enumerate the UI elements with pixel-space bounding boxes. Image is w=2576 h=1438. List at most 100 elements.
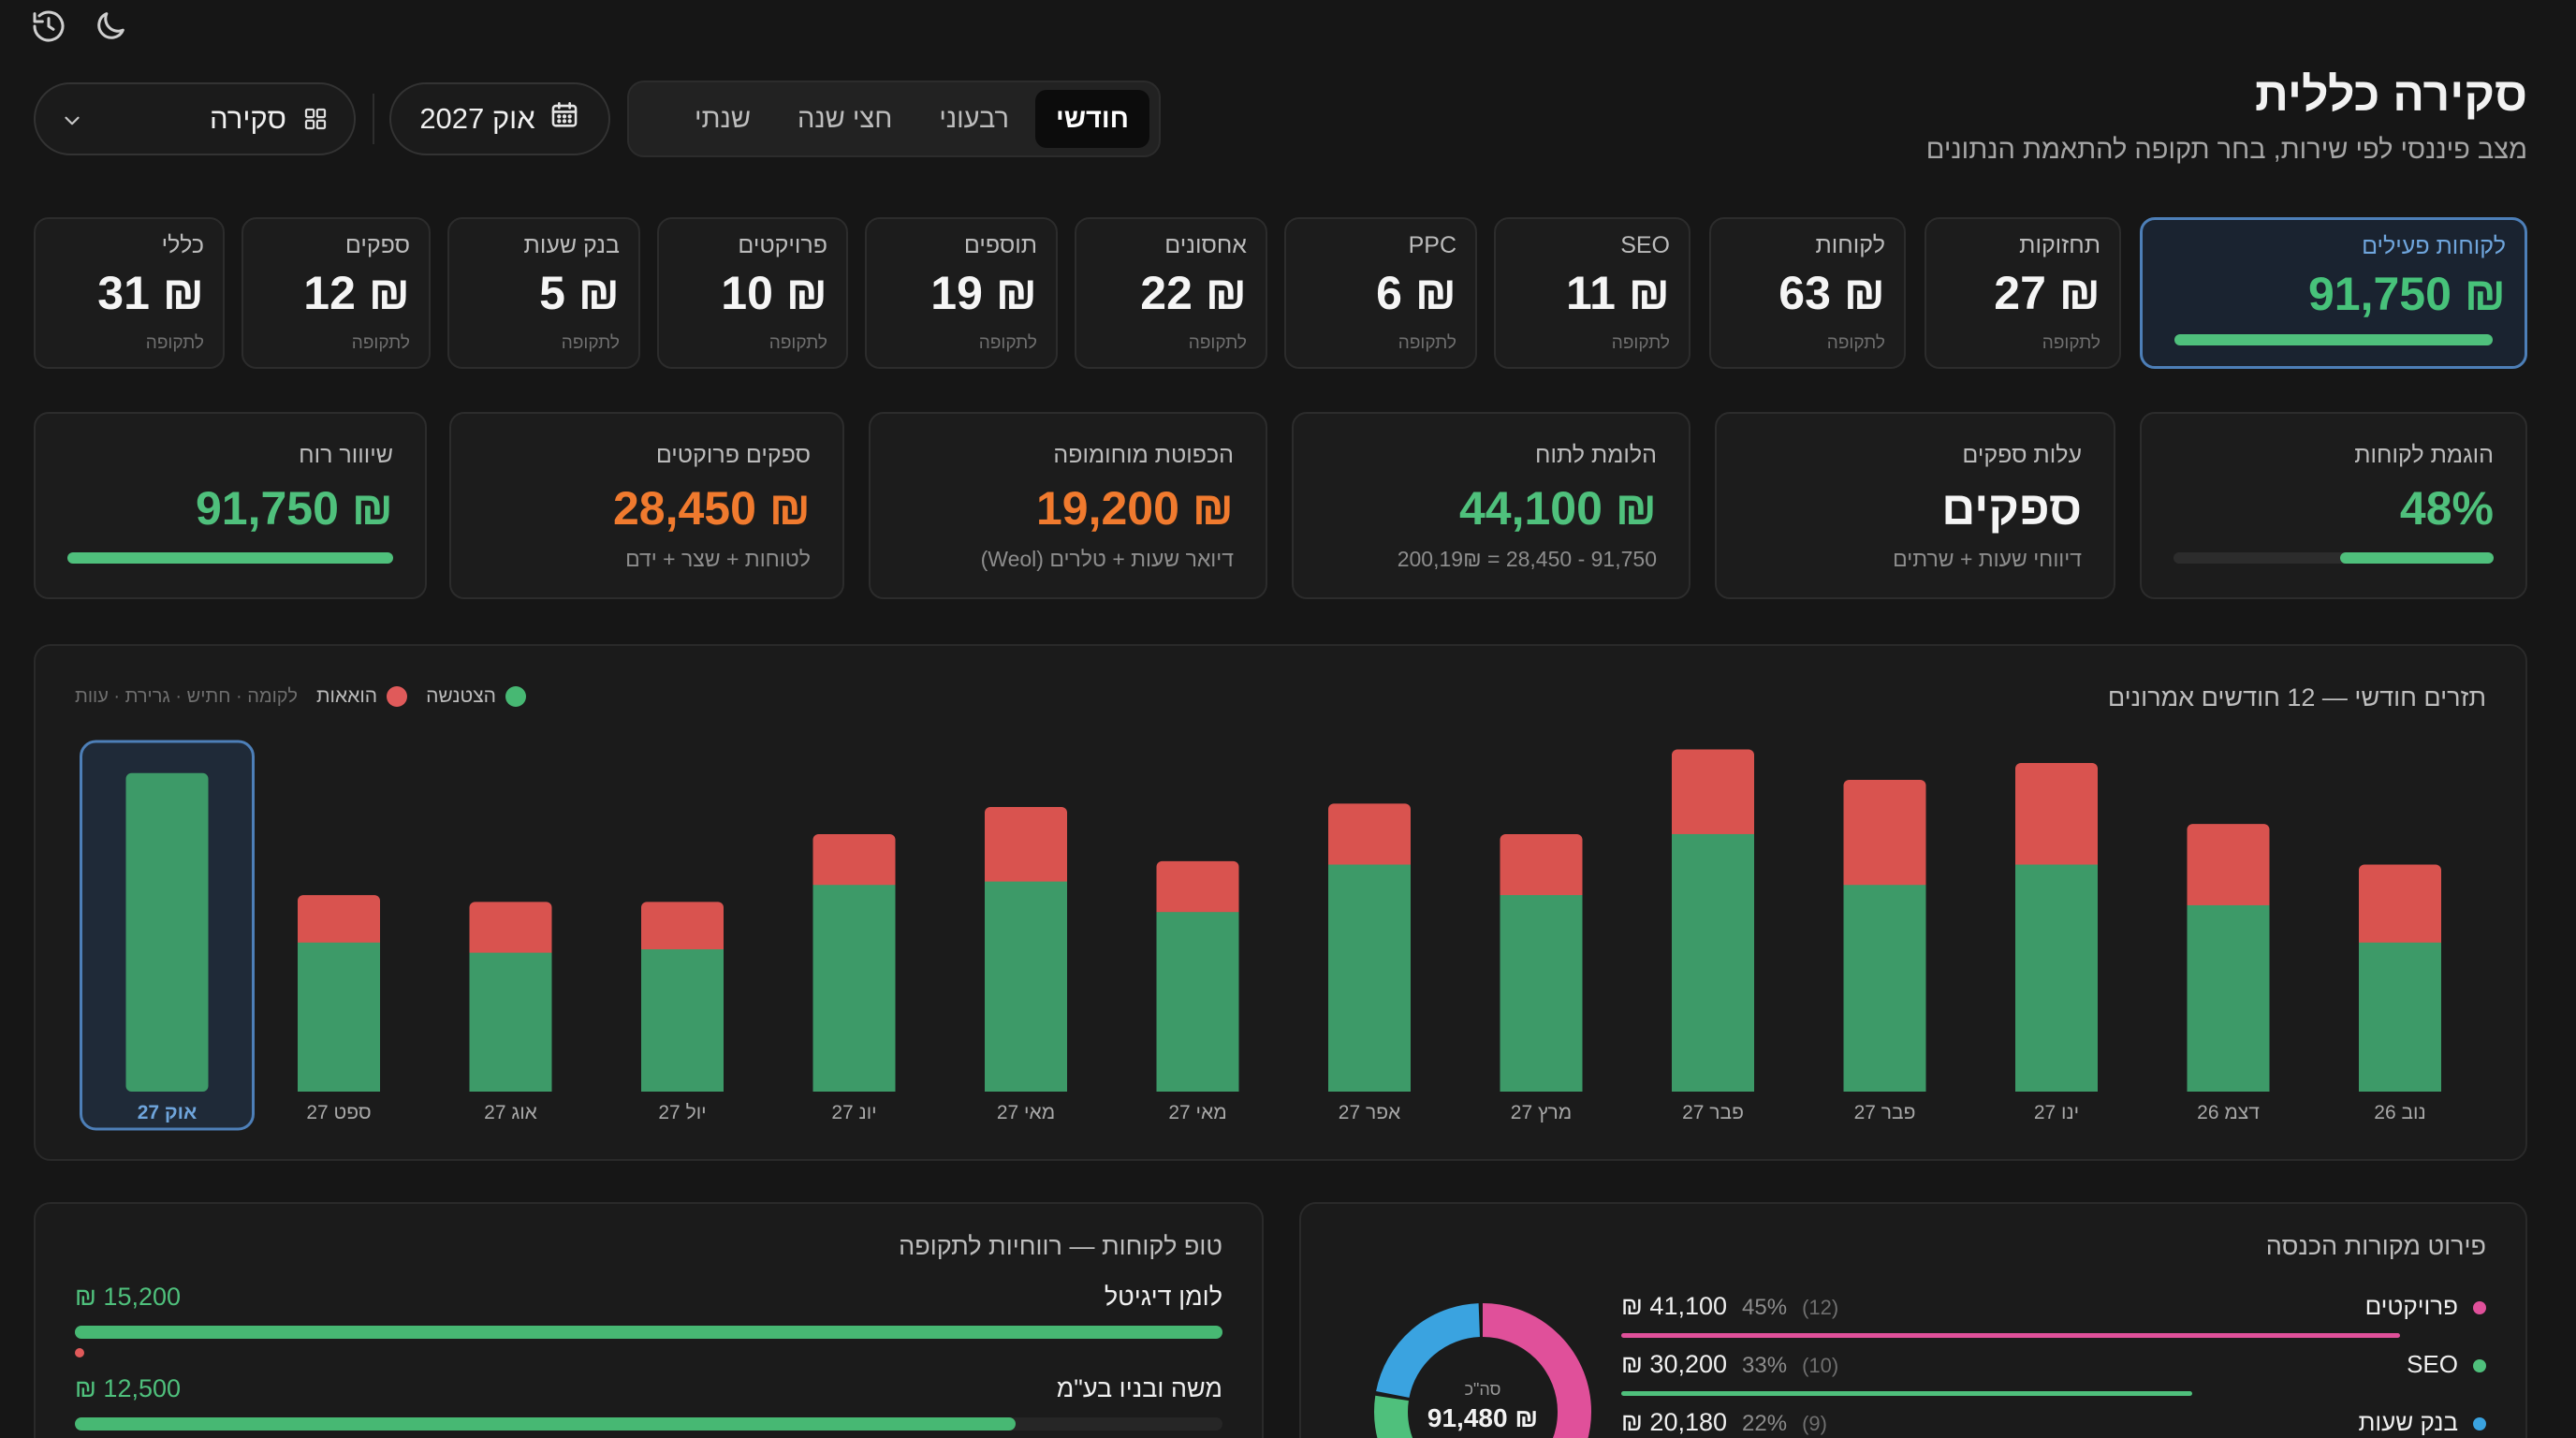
bar-income: [125, 772, 209, 1092]
kpi-card-addons[interactable]: תוספים ₪ 19 לתקופה: [865, 217, 1058, 369]
kpi-value: ₪ 11: [1566, 267, 1670, 319]
history-icon[interactable]: [30, 7, 67, 45]
metric-label: שיווור רוח: [299, 442, 393, 468]
income-row[interactable]: בנק שעות ₪ 20,180 22% (9): [1621, 1408, 2486, 1438]
income-name: SEO: [2407, 1350, 2458, 1378]
kpi-card-projects[interactable]: פרויקטים ₪ 10 לתקופה: [657, 217, 848, 369]
metric-card-supplier-cost[interactable]: עלות ספקים ספקים דיווחי שעות + שרתים: [1715, 412, 2115, 599]
donut-slice[interactable]: [1374, 1303, 1591, 1438]
monthly-cashflow-chart: נוב 26 דצמ 26 ינו 27 פבר 27 פבר 27 מרץ 27 אפר …: [34, 644, 2527, 1161]
legend-item-expense[interactable]: הואאות: [316, 685, 408, 708]
tab-yearly[interactable]: שנתי: [694, 103, 751, 134]
x-tick-label: אפר 27: [1339, 1102, 1400, 1123]
legend-item-income[interactable]: הצטנשה: [426, 685, 526, 708]
kpi-sub: לתקופה: [978, 333, 1037, 353]
kpi-value: ₪ 10: [721, 267, 827, 319]
client-row[interactable]: לומן דיגיטל ₪ 15,200: [75, 1283, 1222, 1367]
bar-expense: [469, 902, 552, 959]
bar-income: [1500, 895, 1583, 1092]
chart-legend: הצטנשה הואאות לקומה · חתיש · גרירת · עוו…: [75, 685, 526, 708]
kpi-value: ₪ 31: [97, 267, 204, 319]
kpi-card-clients[interactable]: לקוחות ₪ 63 לתקופה: [1709, 217, 1906, 369]
legend-swatch: [387, 686, 408, 707]
income-amount: ₪ 41,100: [1621, 1292, 1728, 1320]
grid-icon: [301, 105, 329, 133]
kpi-sub: לתקופה: [561, 333, 620, 353]
panel-title: פירוט מקורות הכנסה: [2265, 1232, 2486, 1260]
kpi-sub: לתקופה: [1826, 333, 1885, 353]
bar-income: [985, 881, 1067, 1092]
date-picker-value: אוק 2027: [419, 102, 535, 135]
tab-half-year[interactable]: חצי שנה: [798, 103, 893, 134]
client-marker-dot: [75, 1348, 84, 1357]
kpi-card-hosting[interactable]: אחסונים ₪ 22 לתקופה: [1075, 217, 1267, 369]
legend-label: הואאות: [316, 685, 378, 707]
tab-monthly[interactable]: חודשי: [1034, 90, 1149, 148]
metric-note: לטוחות + שצר + ידם: [625, 547, 811, 571]
view-select-value: סקירה: [210, 102, 286, 135]
metric-card-revenue[interactable]: שיווור רוח ₪ 91,750: [34, 412, 427, 599]
client-row[interactable]: משה ובניו בע"מ ₪ 12,500: [75, 1374, 1222, 1438]
metric-label: הכפוטת מוחומופה: [1053, 442, 1234, 468]
chevron-down-icon: [60, 107, 84, 131]
kpi-label: בנק שעות: [523, 232, 620, 258]
x-tick-label: פבר 27: [1682, 1102, 1744, 1123]
client-bar-track: [75, 1326, 1222, 1339]
kpi-value: ₪ 5: [539, 267, 620, 319]
date-picker[interactable]: אוק 2027: [389, 82, 610, 155]
metric-value: ₪ 28,450: [612, 482, 811, 535]
income-count: (10): [1802, 1354, 1839, 1377]
bar-expense: [2359, 864, 2441, 948]
x-tick-label: נוב 26: [2374, 1102, 2425, 1123]
income-name: בנק שעות: [2358, 1408, 2458, 1436]
kpi-sub: לתקופה: [2042, 333, 2100, 353]
kpi-card-general[interactable]: כללי ₪ 31 לתקופה: [34, 217, 225, 369]
tab-quarterly[interactable]: רבעוני: [939, 103, 1009, 134]
bar-income: [812, 885, 896, 1092]
metric-value: ₪ 19,200: [1035, 482, 1234, 535]
income-row[interactable]: SEO ₪ 30,200 33% (10): [1621, 1350, 2486, 1406]
metric-card-estimated[interactable]: הכפוטת מוחומופה ₪ 19,200 דיואר שעות + טל…: [869, 412, 1267, 599]
bar-income: [469, 952, 552, 1092]
toolbar-divider: [373, 94, 374, 144]
kpi-card-ppc[interactable]: PPC ₪ 6 לתקופה: [1284, 217, 1477, 369]
kpi-card-seo[interactable]: SEO ₪ 11 לתקופה: [1494, 217, 1690, 369]
kpi-card-hour-bank[interactable]: בנק שעות ₪ 5 לתקופה: [447, 217, 640, 369]
kpi-value: ₪ 6: [1376, 267, 1456, 319]
kpi-card-suppliers[interactable]: ספקים ₪ 12 לתקופה: [242, 217, 431, 369]
x-tick-label: אוג 27: [484, 1102, 537, 1123]
legend-hint: לקומה · חתיש · גרירת · עוות: [75, 685, 298, 707]
bar-income: [298, 942, 380, 1092]
client-name: לומן דיגיטל: [1104, 1283, 1222, 1311]
metric-card-net[interactable]: הלומת לתוח ₪ 44,100 91,750 - 28,450 = 19…: [1292, 412, 1690, 599]
income-percent: 33%: [1742, 1353, 1788, 1378]
kpi-value: ₪ 27: [1994, 267, 2100, 319]
income-count: (9): [1802, 1412, 1827, 1435]
calendar-icon: [549, 99, 580, 139]
kpi-label: כללי: [161, 232, 204, 258]
moon-icon[interactable]: [92, 7, 129, 45]
metric-card-client-rate[interactable]: הוגמת לקוחות 48%: [2140, 412, 2527, 599]
kpi-label: פרויקטים: [738, 232, 827, 258]
income-share-bar: [1621, 1391, 2192, 1396]
metric-label: הוגמת לקוחות: [2354, 442, 2494, 468]
bar-expense: [1328, 803, 1411, 871]
bar-expense: [2015, 762, 2098, 871]
kpi-card-active-clients[interactable]: לקוחות פעילים ₪ 91,750: [2140, 217, 2527, 369]
x-tick-label: פבר 27: [1854, 1102, 1916, 1123]
legend-label: הצטנשה: [426, 685, 496, 707]
kpi-card-maintenance[interactable]: תחזוקות ₪ 27 לתקופה: [1925, 217, 2121, 369]
metric-progress-track: [67, 552, 393, 564]
kpi-label: אחסונים: [1164, 232, 1247, 258]
income-row[interactable]: פרויקטים ₪ 41,100 45% (12): [1621, 1292, 2486, 1348]
kpi-value: ₪ 63: [1778, 267, 1885, 319]
x-tick-label: ספט 27: [306, 1102, 371, 1123]
view-select[interactable]: סקירה: [34, 82, 356, 155]
income-sources-panel: סה"כ ₪ 91,480 פירוט מקורות הכנסה פרויקטים…: [1299, 1202, 2527, 1438]
metric-card-project-suppliers[interactable]: ספקים פרוקטים ₪ 28,450 לטוחות + שצר + יד…: [449, 412, 844, 599]
x-tick-label: ינו 27: [2034, 1102, 2079, 1123]
metric-value: ספקים: [1941, 482, 2082, 535]
kpi-label: ספקים: [344, 232, 410, 258]
metric-note: 91,750 - 28,450 = 19₪,200: [1397, 547, 1657, 571]
donut-slice[interactable]: [1374, 1303, 1591, 1438]
